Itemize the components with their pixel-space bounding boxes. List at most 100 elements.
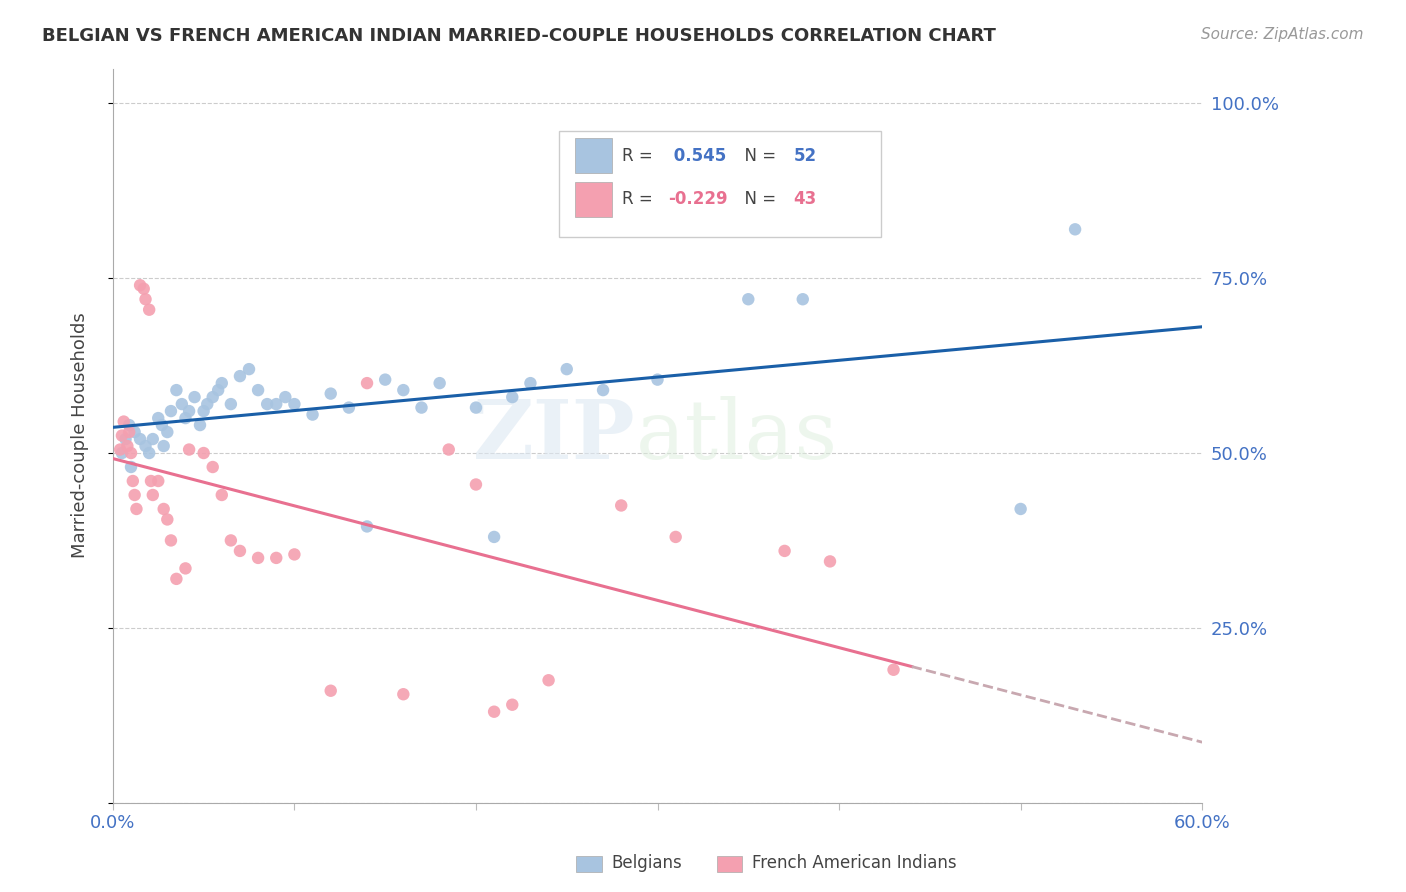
Point bbox=[124, 488, 146, 502]
Point bbox=[124, 425, 146, 439]
Point bbox=[482, 530, 505, 544]
Point bbox=[883, 663, 905, 677]
Text: ZIP: ZIP bbox=[472, 395, 636, 475]
Point bbox=[121, 474, 143, 488]
Point bbox=[411, 401, 433, 415]
Text: Source: ZipAtlas.com: Source: ZipAtlas.com bbox=[1201, 27, 1364, 42]
Point bbox=[118, 418, 141, 433]
Point bbox=[201, 460, 224, 475]
Point bbox=[118, 425, 141, 439]
Point bbox=[183, 390, 205, 404]
Point bbox=[818, 554, 841, 568]
Point bbox=[429, 376, 451, 391]
Point bbox=[114, 432, 136, 446]
Point bbox=[165, 383, 187, 397]
Point bbox=[501, 698, 523, 712]
Point bbox=[219, 397, 242, 411]
FancyBboxPatch shape bbox=[560, 131, 880, 237]
Text: BELGIAN VS FRENCH AMERICAN INDIAN MARRIED-COUPLE HOUSEHOLDS CORRELATION CHART: BELGIAN VS FRENCH AMERICAN INDIAN MARRIE… bbox=[42, 27, 995, 45]
Text: R =: R = bbox=[621, 190, 658, 209]
Point bbox=[135, 439, 157, 453]
Point bbox=[152, 439, 174, 453]
Point bbox=[174, 411, 197, 425]
Point bbox=[160, 533, 183, 548]
Point bbox=[219, 533, 242, 548]
Point bbox=[148, 474, 170, 488]
Point bbox=[482, 705, 505, 719]
Text: atlas: atlas bbox=[636, 395, 838, 475]
Point bbox=[195, 397, 218, 411]
Point bbox=[519, 376, 541, 391]
FancyBboxPatch shape bbox=[575, 182, 612, 217]
Point bbox=[229, 544, 252, 558]
Point bbox=[437, 442, 460, 457]
Text: 43: 43 bbox=[793, 190, 817, 209]
Point bbox=[555, 362, 578, 376]
Text: -0.229: -0.229 bbox=[668, 190, 728, 209]
Point bbox=[773, 544, 796, 558]
Point bbox=[501, 390, 523, 404]
Point bbox=[142, 432, 165, 446]
Point bbox=[737, 292, 759, 306]
Point bbox=[647, 373, 669, 387]
Point bbox=[256, 397, 278, 411]
Point bbox=[129, 278, 152, 293]
Point bbox=[139, 474, 162, 488]
Point bbox=[165, 572, 187, 586]
Point bbox=[111, 428, 134, 442]
Point bbox=[283, 397, 305, 411]
Point bbox=[274, 390, 297, 404]
Point bbox=[160, 404, 183, 418]
Point bbox=[211, 488, 233, 502]
Point bbox=[319, 683, 342, 698]
Point bbox=[170, 397, 193, 411]
Point bbox=[1010, 502, 1032, 516]
Point bbox=[610, 499, 633, 513]
Point bbox=[356, 519, 378, 533]
Y-axis label: Married-couple Households: Married-couple Households bbox=[72, 313, 89, 558]
Point bbox=[247, 550, 270, 565]
Point bbox=[238, 362, 260, 376]
Point bbox=[150, 418, 173, 433]
Point bbox=[156, 425, 179, 439]
Text: Belgians: Belgians bbox=[612, 855, 682, 872]
Point bbox=[152, 502, 174, 516]
Point bbox=[229, 369, 252, 384]
Point bbox=[120, 446, 142, 460]
Point bbox=[1064, 222, 1087, 236]
Point bbox=[177, 404, 200, 418]
Point bbox=[138, 302, 160, 317]
Text: French American Indians: French American Indians bbox=[752, 855, 957, 872]
Point bbox=[319, 386, 342, 401]
Point bbox=[117, 439, 139, 453]
Point bbox=[665, 530, 688, 544]
Text: 52: 52 bbox=[793, 146, 817, 165]
Point bbox=[337, 401, 360, 415]
Point bbox=[465, 401, 488, 415]
Point bbox=[211, 376, 233, 391]
Point bbox=[592, 383, 614, 397]
Point bbox=[301, 408, 323, 422]
Point bbox=[264, 550, 287, 565]
Text: N =: N = bbox=[734, 146, 782, 165]
Point bbox=[174, 561, 197, 575]
Text: 0.545: 0.545 bbox=[668, 146, 727, 165]
Point bbox=[156, 512, 179, 526]
Point bbox=[283, 548, 305, 562]
Point bbox=[108, 442, 131, 457]
Point bbox=[264, 397, 287, 411]
Point bbox=[792, 292, 814, 306]
Point bbox=[374, 373, 396, 387]
Point bbox=[112, 415, 135, 429]
Point bbox=[356, 376, 378, 391]
Point bbox=[148, 411, 170, 425]
Point bbox=[111, 446, 134, 460]
Point bbox=[465, 477, 488, 491]
Point bbox=[129, 432, 152, 446]
Point bbox=[135, 292, 157, 306]
Text: R =: R = bbox=[621, 146, 658, 165]
Point bbox=[120, 460, 142, 475]
Point bbox=[177, 442, 200, 457]
FancyBboxPatch shape bbox=[575, 138, 612, 173]
Point bbox=[142, 488, 165, 502]
